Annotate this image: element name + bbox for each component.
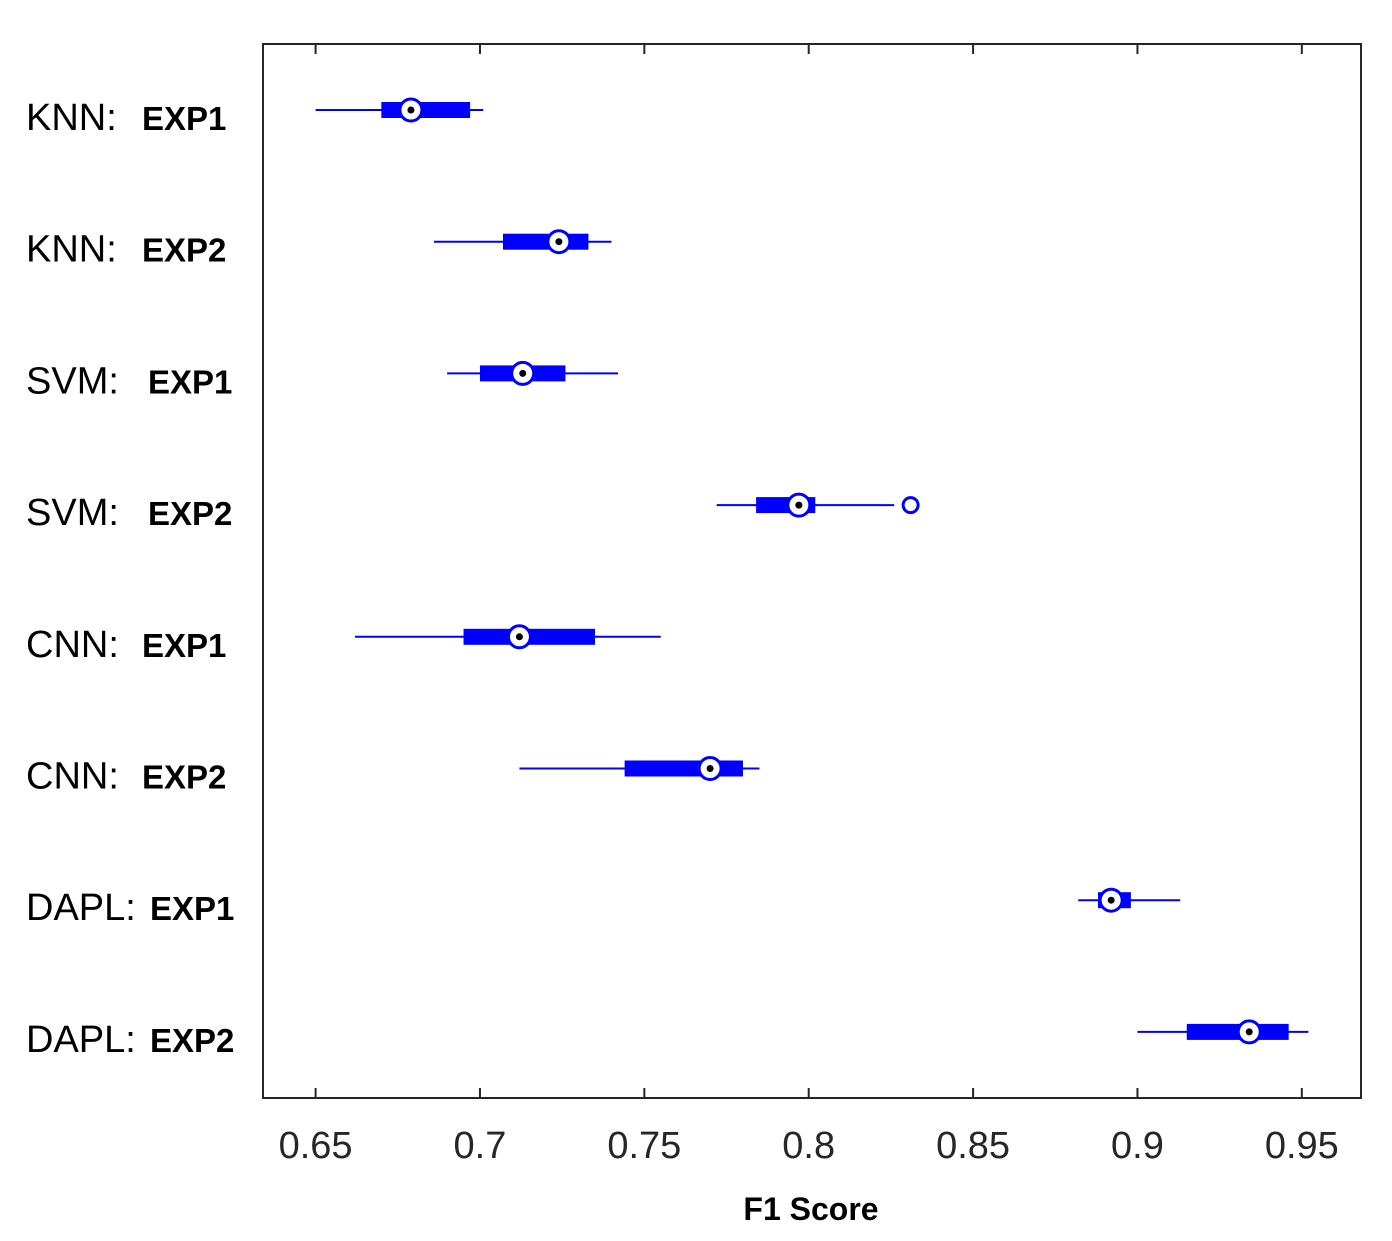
box-6	[519, 756, 760, 781]
x-tick-label: 0.65	[279, 1125, 353, 1167]
category-label-method: KNN:	[26, 97, 117, 139]
box-7	[1078, 887, 1181, 913]
x-tick-label: 0.75	[607, 1125, 681, 1167]
box-1	[315, 97, 484, 123]
box-5	[355, 624, 661, 650]
box-2	[433, 229, 612, 255]
category-label-exp: EXP1	[150, 890, 234, 927]
median-dot	[706, 765, 714, 772]
x-axis-label: F1 Score	[743, 1191, 878, 1227]
box-iqr	[381, 102, 471, 118]
median-dot	[407, 106, 415, 114]
box-4	[716, 492, 920, 518]
median-dot	[519, 369, 527, 377]
boxes	[315, 97, 1309, 1045]
category-label-method: DAPL:	[26, 887, 136, 929]
category-label-method: KNN:	[26, 229, 117, 271]
category-label-exp: EXP2	[148, 495, 232, 532]
category-label-method: CNN:	[26, 756, 119, 798]
median-dot	[1107, 896, 1115, 904]
x-tick-label: 0.9	[1111, 1125, 1164, 1167]
category-label-method: DAPL:	[26, 1019, 136, 1061]
category-label-exp: EXP2	[142, 759, 226, 796]
category-labels: KNN: EXP1 KNN: EXP2 SVM: EXP1 SVM: EXP2 CNN: EXP1…	[26, 97, 234, 1061]
x-tick-label: 0.8	[782, 1125, 835, 1167]
box-3	[447, 360, 619, 386]
median-dot	[795, 501, 803, 509]
category-label-exp: EXP2	[142, 232, 226, 269]
outlier-point	[901, 496, 920, 515]
category-label-exp: EXP1	[142, 627, 226, 664]
category-label-exp: EXP2	[150, 1022, 234, 1059]
x-tick-label: 0.85	[936, 1125, 1010, 1167]
category-label-method: SVM:	[26, 492, 119, 534]
plot-area	[262, 43, 1362, 1099]
x-tick-label: 0.95	[1265, 1125, 1339, 1167]
box-8	[1137, 1019, 1309, 1045]
category-label-exp: EXP1	[142, 100, 226, 137]
x-ticks: 0.65 0.7 0.75 0.8 0.85 0.9 0.95	[279, 44, 1339, 1167]
category-label-exp: EXP1	[148, 363, 232, 400]
box-iqr	[502, 233, 589, 250]
median-dot	[515, 633, 523, 641]
box-iqr	[624, 760, 743, 777]
category-label-method: CNN:	[26, 624, 119, 666]
x-tick-label: 0.7	[454, 1125, 507, 1167]
median-dot	[555, 238, 563, 246]
category-label-method: SVM:	[26, 360, 119, 402]
median-dot	[1245, 1028, 1253, 1036]
